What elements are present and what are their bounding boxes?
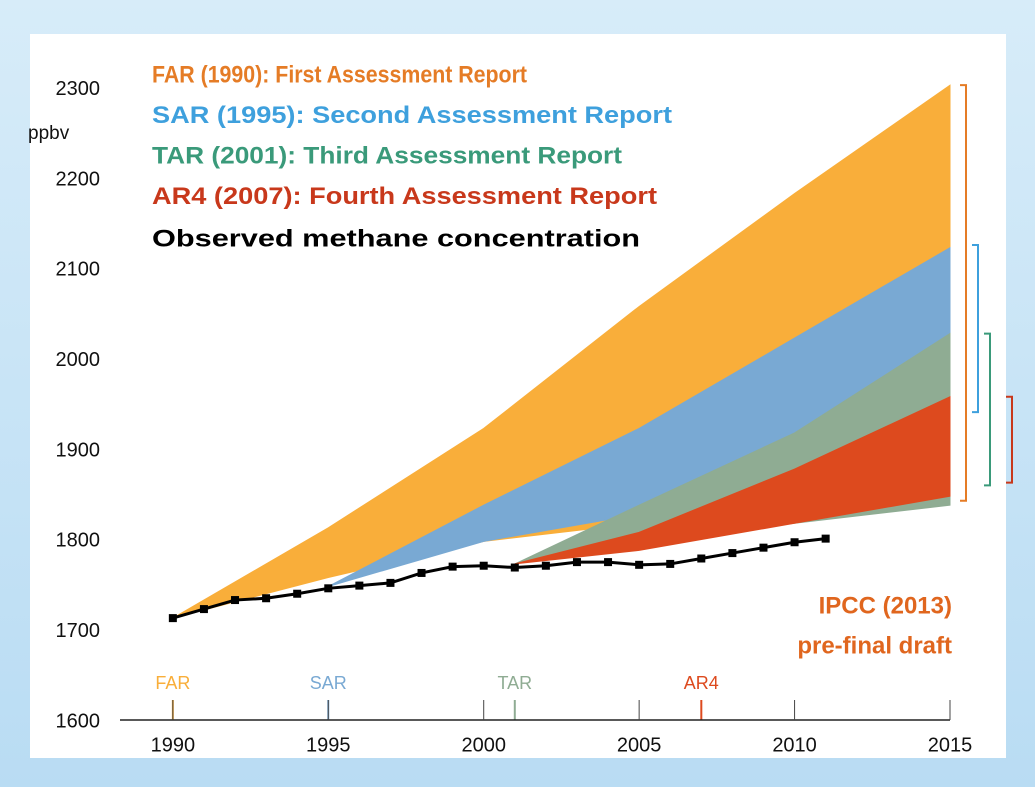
y-tick-label: 2000 [56,349,101,371]
observed-point [448,562,457,571]
legend-label: TAR (2001): Third Assessment Report [152,142,622,169]
y-tick-label: 1900 [56,439,101,461]
report-label: TAR [497,673,532,693]
y-tick-label: 1800 [56,530,101,552]
observed-point [541,561,550,570]
y-tick-label: 2300 [56,78,101,100]
x-tick-label: 2015 [928,734,973,756]
observed-point [168,614,177,623]
report-label: FAR [155,673,190,693]
legend-label: Observed methane concentration [152,225,640,252]
observed-point [790,538,799,547]
annotation: pre-final draft [797,632,952,659]
observed-point [510,563,519,572]
observed-point [355,581,364,590]
observed-point [293,589,302,598]
observed-point [199,605,208,614]
observed-point [666,559,675,568]
observed-point [417,568,426,577]
range-bracket [1006,395,1013,484]
x-tick-label: 2010 [772,734,817,756]
report-label: SAR [310,673,347,693]
x-tick-label: 1995 [306,734,351,756]
observed-point [697,554,706,563]
range-bracket [972,244,979,414]
legend-label: FAR (1990): First Assessment Report [152,61,527,88]
observed-point [262,594,271,603]
legend-label: SAR (1995): Second Assessment Report [152,102,672,129]
observed-point [635,560,644,569]
x-tick-label: 1990 [151,734,196,756]
observed-point [604,558,613,567]
y-tick-label: 1600 [56,710,101,732]
legend-label: AR4 (2007): Fourth Assessment Report [152,183,657,210]
y-unit: ppbv [28,123,70,144]
y-tick-label: 2200 [56,168,101,190]
annotation: IPCC (2013) [819,592,952,619]
observed-point [479,561,488,570]
observed-point [324,584,333,593]
report-label: AR4 [684,673,719,693]
observed-point [821,534,830,543]
observed-point [231,596,240,605]
range-bracket [984,332,991,487]
range-bracket [960,84,967,502]
observed-point [759,543,768,552]
observed-point [572,558,581,567]
observed-point [728,549,737,558]
x-tick-label: 2000 [461,734,506,756]
y-tick-label: 1700 [56,620,101,642]
band [514,396,951,565]
x-tick-label: 2005 [617,734,662,756]
y-tick-label: 2100 [56,259,101,281]
observed-point [386,578,395,587]
observed-line [172,537,826,620]
